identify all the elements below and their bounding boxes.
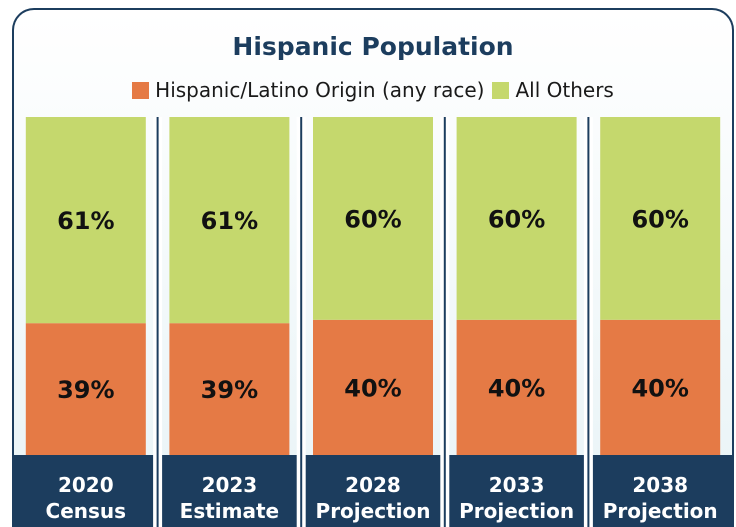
category-label: 2020 <box>58 473 114 497</box>
category-label: 2038 <box>632 473 688 497</box>
legend-swatch-others <box>492 81 510 99</box>
data-label-others: 60% <box>488 205 545 233</box>
legend-label-hispanic: Hispanic/Latino Origin (any race) <box>155 78 485 102</box>
legend-label-others: All Others <box>515 78 614 102</box>
bar-hispanic <box>600 319 721 455</box>
bar-others <box>25 117 146 324</box>
category-label: 2023 <box>202 473 258 497</box>
legend-swatch-hispanic <box>132 81 150 99</box>
data-label-hispanic: 40% <box>631 374 688 402</box>
legend-item-others: All Others <box>492 78 614 102</box>
chart-title: Hispanic Population <box>232 32 514 61</box>
data-label-others: 60% <box>344 205 401 233</box>
bar-others <box>600 117 721 320</box>
bar-hispanic <box>25 323 146 455</box>
category-band <box>14 455 732 527</box>
category-label: Projection <box>603 499 718 523</box>
category-label: Projection <box>316 499 431 523</box>
category-label: Census <box>46 499 127 523</box>
data-label-hispanic: 40% <box>344 374 401 402</box>
data-label-others: 61% <box>201 207 258 235</box>
bar-others <box>456 117 577 320</box>
category-label: Projection <box>459 499 574 523</box>
category-label: Estimate <box>180 499 279 523</box>
category-label: 2028 <box>345 473 401 497</box>
bar-hispanic <box>313 319 433 455</box>
data-label-others: 61% <box>57 207 114 235</box>
legend-item-hispanic: Hispanic/Latino Origin (any race) <box>132 78 484 102</box>
data-label-hispanic: 39% <box>57 376 114 404</box>
category-label: 2033 <box>489 473 545 497</box>
bar-hispanic <box>169 323 290 455</box>
bar-others <box>169 117 290 324</box>
bar-hispanic <box>456 319 577 455</box>
legend: Hispanic/Latino Origin (any race) All Ot… <box>14 78 732 102</box>
data-label-others: 60% <box>631 205 688 233</box>
data-label-hispanic: 39% <box>201 376 258 404</box>
bar-others <box>313 117 433 320</box>
data-label-hispanic: 40% <box>488 374 545 402</box>
